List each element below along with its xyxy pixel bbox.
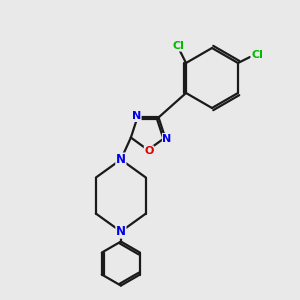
Text: O: O: [144, 146, 154, 156]
Text: N: N: [116, 225, 126, 238]
Text: N: N: [163, 134, 172, 144]
Text: N: N: [132, 111, 141, 122]
Text: Cl: Cl: [251, 50, 263, 60]
Text: Cl: Cl: [172, 41, 184, 51]
Text: N: N: [116, 153, 126, 166]
